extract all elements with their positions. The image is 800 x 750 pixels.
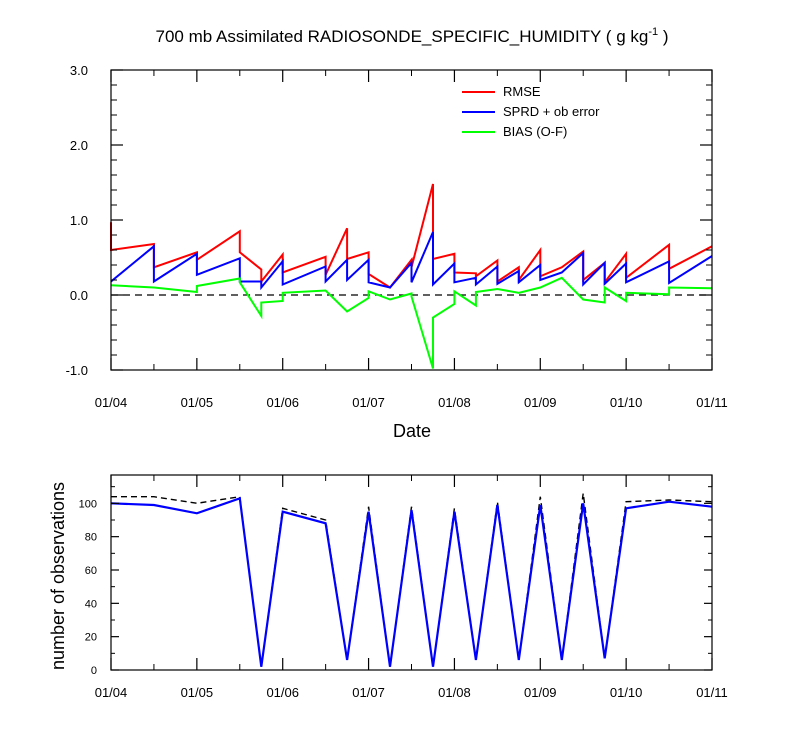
series-line-bias-o-f [110, 276, 713, 369]
top-panel: 01/04 01/05 01/06 01/07 01/08 01/09 01/10 01/11… [66, 63, 728, 410]
obs-x-tick-label: 01/05 [181, 685, 214, 700]
bottom-y-axis-title: number of observations [48, 482, 68, 670]
legend-label: BIAS (O-F) [503, 124, 567, 139]
x-tick-label: 01/07 [352, 395, 385, 410]
chart-title-suffix: ) [658, 27, 668, 46]
y-tick-label: 1.0 [70, 213, 88, 228]
y-tick-label: 2.0 [70, 138, 88, 153]
obs-x-tick-label: 01/10 [610, 685, 643, 700]
x-tick-label: 01/06 [266, 395, 299, 410]
bottom-plot-frame [110, 474, 713, 671]
obs-x-tick-label: 01/07 [352, 685, 385, 700]
top-ticks-layer: 01/04 01/05 01/06 01/07 01/08 01/09 01/10 01/11… [66, 63, 728, 410]
obs-y-tick-label: 20 [85, 632, 97, 644]
x-tick-label: 01/05 [181, 395, 214, 410]
top-plot-frame [110, 69, 713, 371]
bottom-series-layer [110, 493, 713, 667]
obs-y-tick-label: 100 [79, 498, 97, 510]
series-line-sprd-ob-error [110, 231, 713, 291]
obs-y-tick-label: 40 [85, 598, 97, 610]
chart-title-main: 700 mb Assimilated RADIOSONDE_SPECIFIC_H… [156, 27, 649, 46]
obs-x-tick-label: 01/09 [524, 685, 557, 700]
obs-x-tick-label: 01/08 [438, 685, 471, 700]
obs-x-tick-label: 01/11 [696, 685, 728, 700]
bottom-panel: 01/04 01/05 01/06 01/07 01/08 01/09 01/10 01/11… [79, 474, 728, 700]
x-tick-label: 01/11 [696, 395, 728, 410]
y-tick-label: 3.0 [70, 63, 88, 78]
y-tick-label: 0.0 [70, 288, 88, 303]
top-x-axis-title: Date [393, 421, 431, 441]
obs-y-tick-label: 0 [91, 665, 97, 677]
x-tick-label: 01/09 [524, 395, 557, 410]
top-series-layer [110, 183, 713, 369]
obs-y-tick-label: 60 [85, 565, 97, 577]
obs-x-tick-label: 01/04 [95, 685, 128, 700]
y-tick-label: -1.0 [66, 363, 88, 378]
bottom-ticks-layer: 01/04 01/05 01/06 01/07 01/08 01/09 01/10 01/11… [79, 475, 728, 700]
legend-label: SPRD + ob error [503, 104, 600, 119]
obs-x-tick-label: 01/06 [266, 685, 299, 700]
obs-series-possible-observations [111, 493, 713, 667]
obs-y-tick-label: 80 [85, 532, 97, 544]
x-tick-label: 01/10 [610, 395, 643, 410]
chart-title: 700 mb Assimilated RADIOSONDE_SPECIFIC_H… [156, 26, 669, 46]
x-tick-label: 01/08 [438, 395, 471, 410]
chart-title-superscript: -1 [648, 26, 658, 38]
x-tick-label: 01/04 [95, 395, 128, 410]
legend-label: RMSE [503, 84, 541, 99]
top-legend: RMSE SPRD + ob error BIAS (O-F) [462, 84, 600, 139]
obs-series-used-observations [110, 496, 713, 667]
